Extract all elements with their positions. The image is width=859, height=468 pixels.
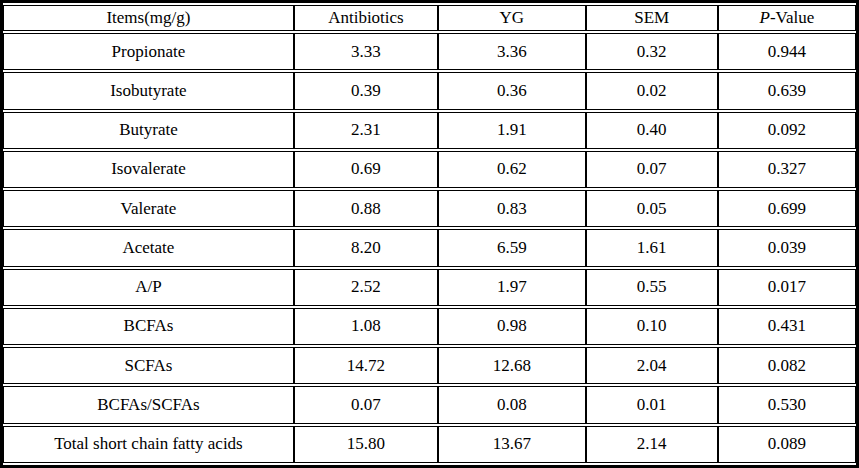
cell-sem: 0.55 <box>586 269 718 306</box>
cell-yg: 0.98 <box>438 308 586 345</box>
cell-p_value: 0.017 <box>718 269 856 306</box>
cell-item: Propionate <box>3 33 294 70</box>
cell-yg: 1.91 <box>438 112 586 149</box>
cell-antibiotics: 15.80 <box>294 426 438 463</box>
cell-antibiotics: 14.72 <box>294 347 438 384</box>
cell-item: SCFAs <box>3 347 294 384</box>
cell-antibiotics: 0.39 <box>294 72 438 109</box>
cell-antibiotics: 2.52 <box>294 269 438 306</box>
cell-yg: 1.97 <box>438 269 586 306</box>
cell-item: Butyrate <box>3 112 294 149</box>
cell-sem: 0.05 <box>586 190 718 227</box>
cell-item: Isovalerate <box>3 151 294 188</box>
table-row: Propionate3.333.360.320.944 <box>3 33 856 70</box>
cell-p_value: 0.530 <box>718 386 856 423</box>
cell-antibiotics: 8.20 <box>294 229 438 266</box>
table-row: SCFAs14.7212.682.040.082 <box>3 347 856 384</box>
cell-yg: 0.62 <box>438 151 586 188</box>
italic-p-label: P <box>760 8 770 27</box>
cell-item: BCFAs/SCFAs <box>3 386 294 423</box>
cell-p_value: 0.327 <box>718 151 856 188</box>
cell-sem: 0.32 <box>586 33 718 70</box>
cell-sem: 1.61 <box>586 229 718 266</box>
cell-yg: 3.36 <box>438 33 586 70</box>
cell-sem: 0.40 <box>586 112 718 149</box>
table-row: Butyrate2.311.910.400.092 <box>3 112 856 149</box>
cell-item: Total short chain fatty acids <box>3 426 294 463</box>
cell-p_value: 0.092 <box>718 112 856 149</box>
cell-antibiotics: 0.88 <box>294 190 438 227</box>
column-header-p_value: P-Value <box>718 5 856 31</box>
cell-p_value: 0.431 <box>718 308 856 345</box>
table-row: BCFAs/SCFAs0.070.080.010.530 <box>3 386 856 423</box>
cell-p_value: 0.082 <box>718 347 856 384</box>
table-row: Isobutyrate0.390.360.020.639 <box>3 72 856 109</box>
column-header-yg: YG <box>438 5 586 31</box>
cell-antibiotics: 0.07 <box>294 386 438 423</box>
cell-yg: 0.36 <box>438 72 586 109</box>
table-row: BCFAs1.080.980.100.431 <box>3 308 856 345</box>
cell-item: A/P <box>3 269 294 306</box>
column-header-item: Items(mg/g) <box>3 5 294 31</box>
column-header-antibiotics: Antibiotics <box>294 5 438 31</box>
cell-item: Acetate <box>3 229 294 266</box>
table-row: A/P2.521.970.550.017 <box>3 269 856 306</box>
cell-antibiotics: 3.33 <box>294 33 438 70</box>
cell-antibiotics: 0.69 <box>294 151 438 188</box>
table-row: Isovalerate0.690.620.070.327 <box>3 151 856 188</box>
cell-antibiotics: 2.31 <box>294 112 438 149</box>
cell-p_value: 0.089 <box>718 426 856 463</box>
cell-sem: 0.02 <box>586 72 718 109</box>
cell-yg: 12.68 <box>438 347 586 384</box>
cell-sem: 0.01 <box>586 386 718 423</box>
cell-item: BCFAs <box>3 308 294 345</box>
cell-sem: 0.10 <box>586 308 718 345</box>
cell-sem: 2.04 <box>586 347 718 384</box>
cell-yg: 6.59 <box>438 229 586 266</box>
header-row: Items(mg/g)AntibioticsYGSEMP-Value <box>3 5 856 31</box>
cell-yg: 0.08 <box>438 386 586 423</box>
table-row: Valerate0.880.830.050.699 <box>3 190 856 227</box>
scfa-results-table-wrapper: Items(mg/g)AntibioticsYGSEMP-Value Propi… <box>0 0 859 468</box>
cell-p_value: 0.944 <box>718 33 856 70</box>
table-row: Total short chain fatty acids15.8013.672… <box>3 426 856 463</box>
cell-item: Isobutyrate <box>3 72 294 109</box>
column-header-sem: SEM <box>586 5 718 31</box>
cell-antibiotics: 1.08 <box>294 308 438 345</box>
cell-sem: 2.14 <box>586 426 718 463</box>
cell-sem: 0.07 <box>586 151 718 188</box>
cell-p_value: 0.039 <box>718 229 856 266</box>
table-row: Acetate8.206.591.610.039 <box>3 229 856 266</box>
cell-item: Valerate <box>3 190 294 227</box>
cell-p_value: 0.639 <box>718 72 856 109</box>
scfa-results-table: Items(mg/g)AntibioticsYGSEMP-Value Propi… <box>0 0 859 468</box>
cell-yg: 0.83 <box>438 190 586 227</box>
cell-yg: 13.67 <box>438 426 586 463</box>
cell-p_value: 0.699 <box>718 190 856 227</box>
